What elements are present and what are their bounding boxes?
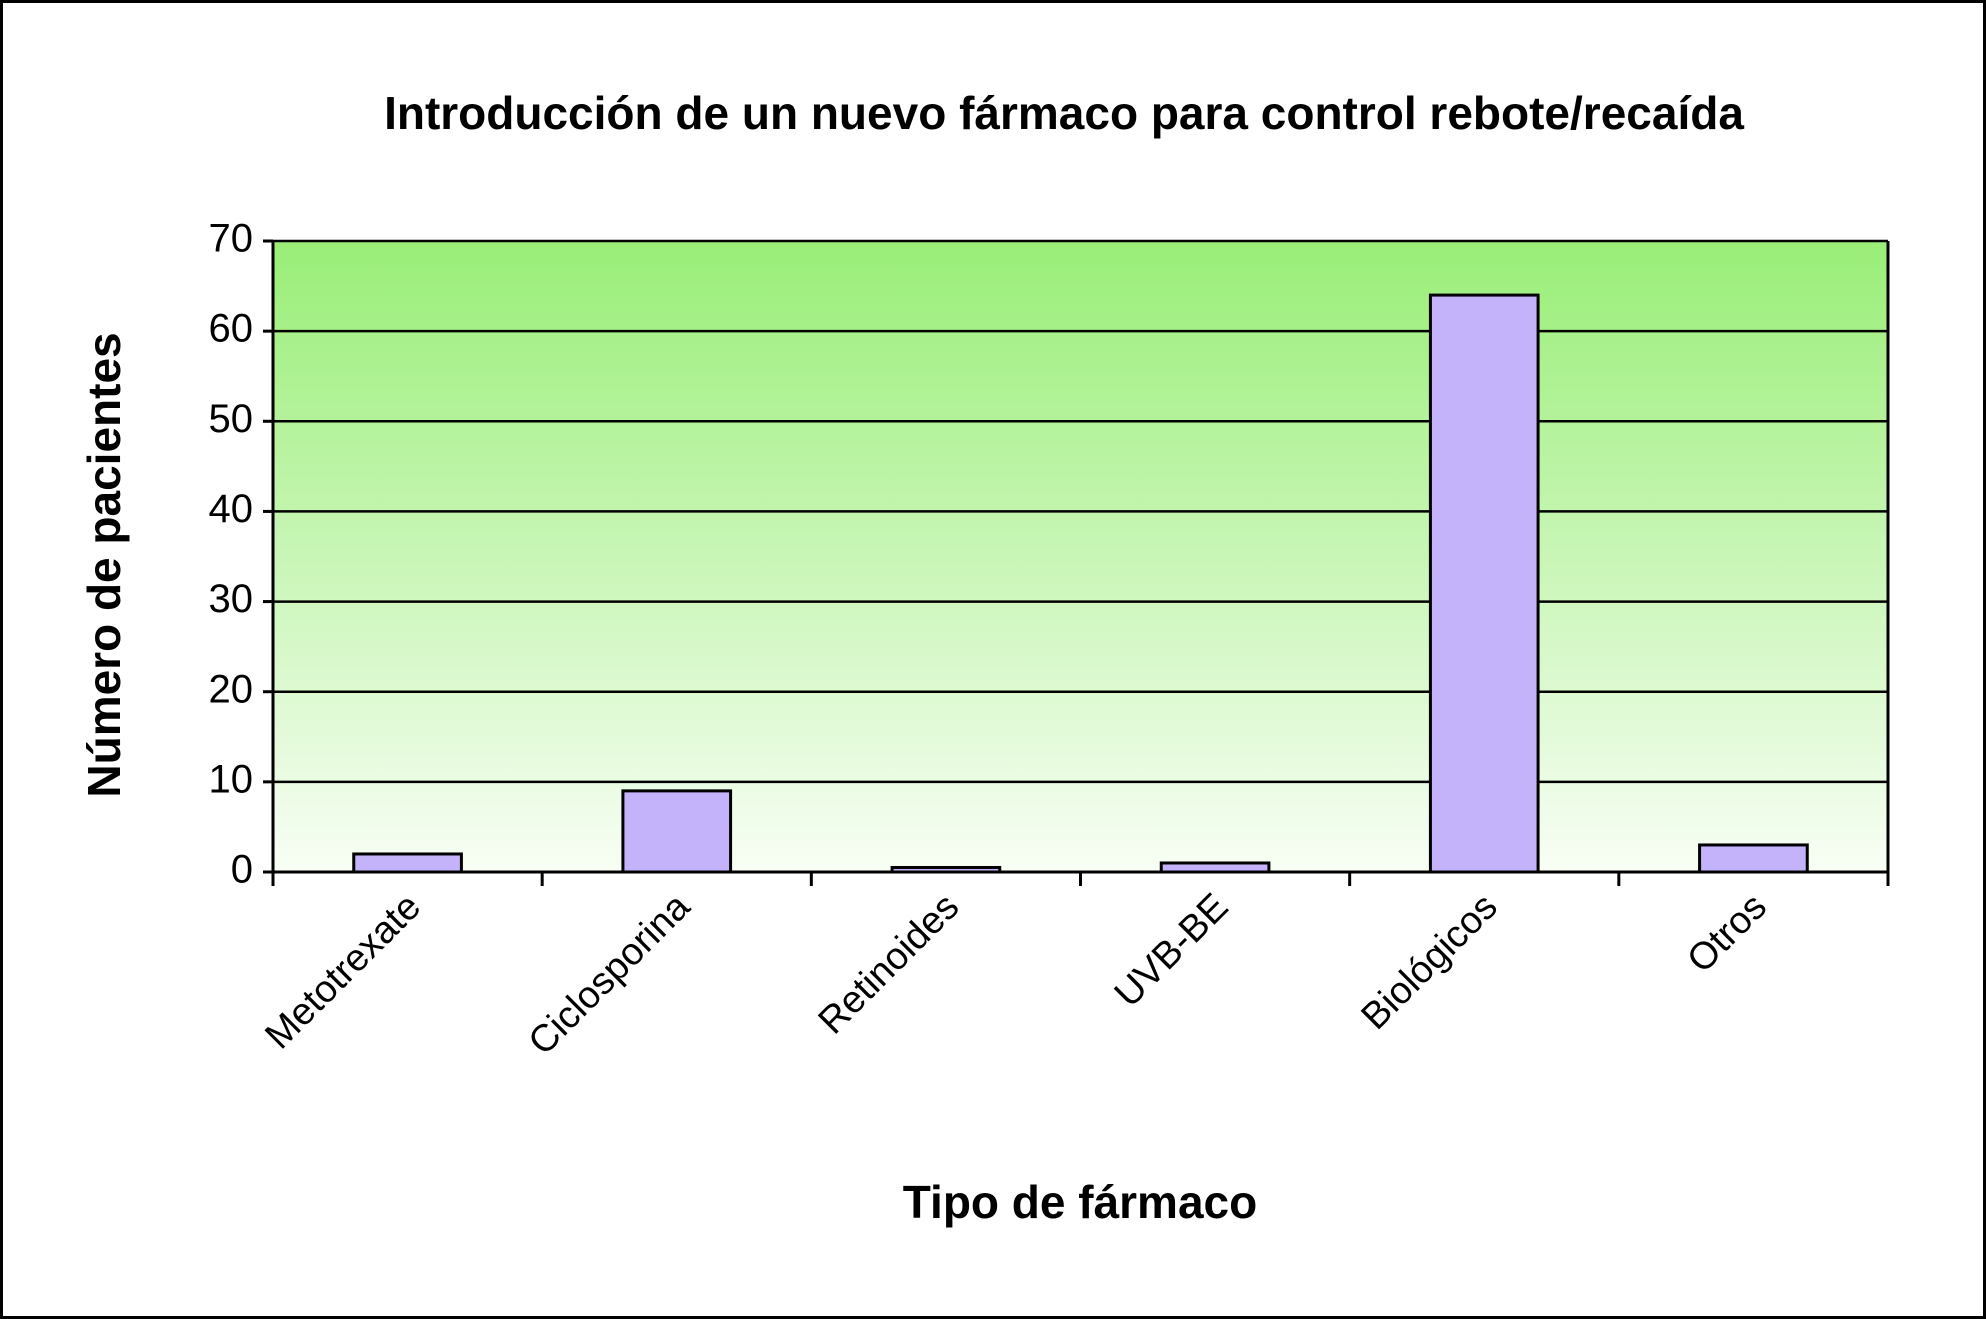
y-axis-label: Número de pacientes bbox=[78, 332, 130, 797]
bar bbox=[352, 852, 463, 874]
bar bbox=[1698, 843, 1809, 874]
y-tick-label: 50 bbox=[209, 397, 254, 441]
y-tick-label: 30 bbox=[209, 577, 254, 621]
bar bbox=[621, 789, 733, 874]
y-tick-label: 20 bbox=[209, 667, 254, 711]
y-tick-label: 60 bbox=[209, 307, 254, 351]
bar bbox=[1428, 293, 1540, 874]
chart-title: Introducción de un nuevo fármaco para co… bbox=[384, 87, 1744, 139]
plot-area bbox=[273, 241, 1888, 872]
y-tick-label: 70 bbox=[209, 217, 254, 261]
y-tick-label: 10 bbox=[209, 757, 254, 801]
y-tick-label: 0 bbox=[231, 848, 253, 892]
x-axis-label: Tipo de fármaco bbox=[903, 1176, 1257, 1228]
y-tick-label: 40 bbox=[209, 487, 254, 531]
